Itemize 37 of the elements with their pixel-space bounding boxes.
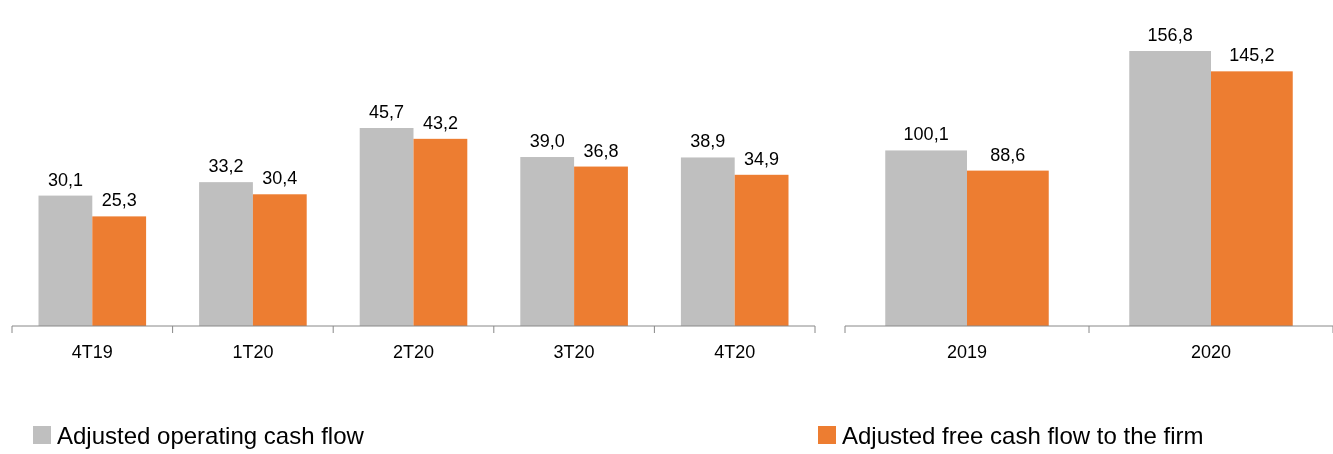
data-label: 34,9: [744, 148, 780, 169]
bar: [574, 166, 628, 326]
x-tick-label: 4T19: [71, 342, 113, 362]
bar: [680, 157, 735, 326]
bar: [1129, 51, 1211, 326]
bar: [359, 128, 414, 326]
legend-label: Adjusted free cash flow to the firm: [842, 422, 1204, 449]
data-label: 88,6: [990, 144, 1026, 165]
data-label: 45,7: [369, 102, 405, 122]
bar: [967, 170, 1049, 326]
legend-label: Adjusted operating cash flow: [57, 422, 365, 449]
bar: [520, 157, 575, 326]
x-tick-label: 2020: [1190, 342, 1232, 362]
x-tick-label: 1T20: [232, 342, 274, 362]
data-label: 39,0: [529, 131, 565, 152]
bar: [252, 194, 307, 326]
bar: [885, 150, 967, 326]
data-label: 38,9: [690, 131, 726, 152]
data-label: 30,4: [262, 168, 298, 189]
data-label: 25,3: [101, 190, 137, 211]
bar: [734, 174, 789, 326]
x-tick-label: 2019: [946, 342, 988, 362]
bar: [1211, 71, 1293, 326]
bar: [199, 182, 253, 326]
data-label: 145,2: [1229, 45, 1275, 66]
x-tick-label: 2T20: [392, 342, 435, 362]
x-tick-label: 3T20: [553, 342, 595, 362]
data-label: 100,1: [903, 124, 949, 145]
bar: [92, 216, 147, 326]
x-tick-label: 4T20: [714, 342, 756, 362]
data-label: 36,8: [583, 140, 619, 161]
bar: [38, 195, 93, 326]
data-label: 33,2: [208, 156, 244, 177]
data-label: 156,8: [1147, 25, 1193, 45]
data-label: 30,1: [47, 169, 83, 190]
data-label: 43,2: [422, 112, 458, 133]
bar: [413, 138, 468, 326]
